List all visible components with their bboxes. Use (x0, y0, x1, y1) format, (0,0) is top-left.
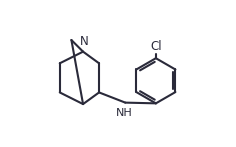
Text: NH: NH (115, 108, 132, 118)
Text: Cl: Cl (150, 40, 162, 53)
Text: N: N (79, 35, 88, 48)
